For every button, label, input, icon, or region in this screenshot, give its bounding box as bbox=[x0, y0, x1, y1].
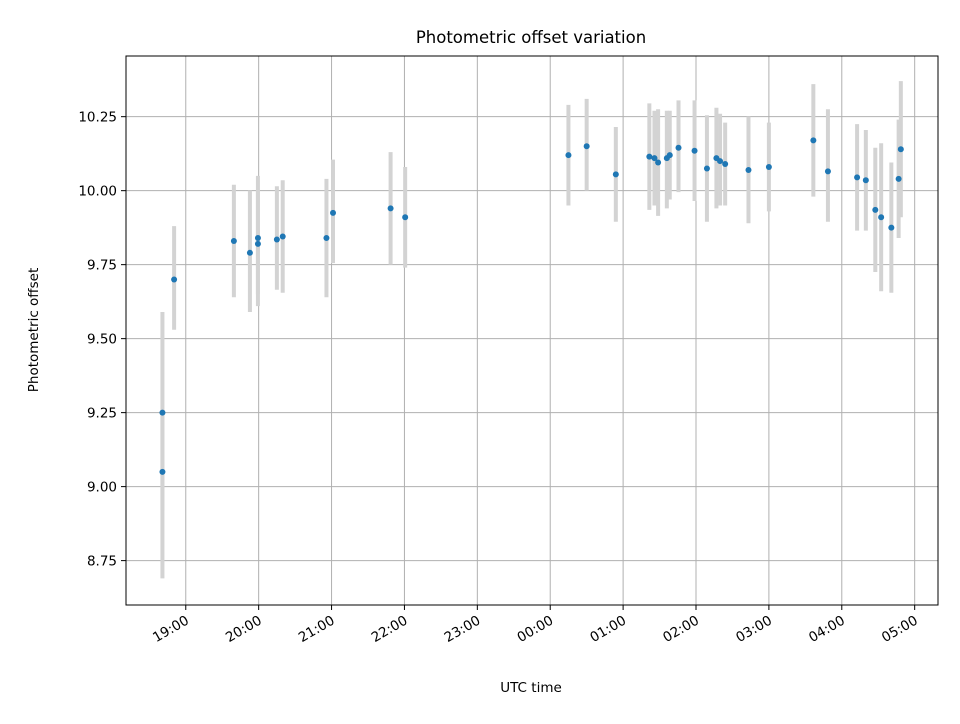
data-point bbox=[703, 165, 710, 172]
data-point bbox=[387, 205, 394, 212]
plot-frame bbox=[125, 55, 939, 606]
data-point bbox=[402, 214, 409, 221]
y-tick-label: 8.75 bbox=[87, 554, 117, 570]
data-point bbox=[810, 137, 817, 144]
data-point bbox=[612, 171, 619, 178]
data-point bbox=[565, 152, 572, 159]
data-point bbox=[765, 163, 772, 170]
y-tick-label: 9.25 bbox=[87, 406, 117, 422]
y-tick-label: 9.50 bbox=[87, 332, 117, 348]
data-point bbox=[691, 147, 698, 154]
data-point bbox=[895, 175, 902, 182]
data-point bbox=[171, 276, 178, 283]
data-point bbox=[888, 224, 895, 231]
data-point bbox=[230, 237, 237, 244]
chart-title: Photometric offset variation bbox=[416, 28, 646, 47]
data-points bbox=[159, 137, 904, 475]
y-tick-label: 10.25 bbox=[78, 110, 117, 126]
data-point bbox=[862, 177, 869, 184]
data-point bbox=[323, 235, 330, 242]
data-point bbox=[254, 240, 261, 247]
data-point bbox=[159, 468, 166, 475]
data-point bbox=[254, 235, 261, 242]
data-point bbox=[878, 214, 885, 221]
data-point bbox=[854, 174, 861, 181]
x-axis-label: UTC time bbox=[500, 680, 562, 696]
grid-lines bbox=[126, 56, 938, 605]
y-tick-label: 9.00 bbox=[87, 480, 117, 496]
y-axis-ticks: 8.75 9.00 9.25 9.50 9.75 10.00 10.25 bbox=[78, 110, 126, 570]
data-point bbox=[279, 233, 286, 240]
data-point bbox=[246, 249, 253, 256]
y-tick-label: 9.75 bbox=[87, 258, 117, 274]
data-point bbox=[745, 166, 752, 173]
data-point bbox=[824, 168, 831, 175]
data-point bbox=[722, 161, 729, 168]
data-point bbox=[675, 144, 682, 151]
y-axis-label: Photometric offset bbox=[26, 268, 42, 392]
data-point bbox=[583, 143, 590, 150]
data-point bbox=[273, 236, 280, 243]
data-point bbox=[646, 153, 653, 160]
data-point bbox=[897, 146, 904, 153]
data-point bbox=[717, 158, 724, 165]
data-point bbox=[666, 152, 673, 159]
data-point bbox=[159, 409, 166, 416]
data-point bbox=[330, 209, 337, 216]
data-point bbox=[872, 206, 879, 213]
data-point bbox=[655, 159, 662, 166]
data-point bbox=[651, 155, 658, 162]
y-tick-label: 10.00 bbox=[78, 184, 117, 200]
